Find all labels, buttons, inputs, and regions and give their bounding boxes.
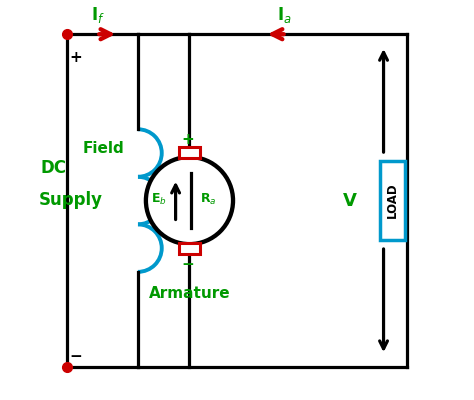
- Text: −: −: [70, 349, 82, 364]
- Text: I$_a$: I$_a$: [277, 5, 292, 25]
- Text: Field: Field: [82, 141, 124, 156]
- Text: V: V: [343, 192, 357, 210]
- FancyBboxPatch shape: [179, 147, 201, 158]
- FancyBboxPatch shape: [179, 243, 201, 254]
- FancyBboxPatch shape: [380, 161, 405, 240]
- Text: LOAD: LOAD: [386, 183, 399, 218]
- Text: DC: DC: [41, 159, 67, 177]
- Text: E$_b$: E$_b$: [151, 192, 166, 207]
- Text: Supply: Supply: [39, 190, 103, 208]
- Circle shape: [146, 157, 233, 244]
- Text: Armature: Armature: [149, 286, 230, 301]
- Text: I$_f$: I$_f$: [91, 5, 105, 25]
- Text: +: +: [181, 132, 194, 147]
- Text: −: −: [181, 257, 194, 272]
- Text: R$_a$: R$_a$: [200, 192, 217, 207]
- Text: +: +: [70, 50, 82, 65]
